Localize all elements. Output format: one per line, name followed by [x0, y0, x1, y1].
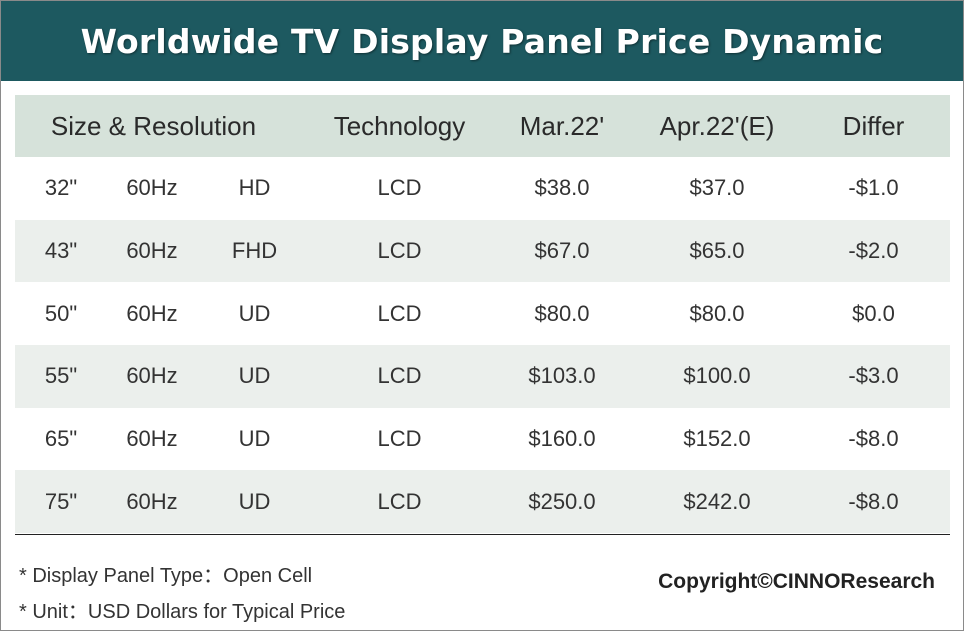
- header-apr: Apr.22'(E): [659, 110, 775, 141]
- cell-differ: -$8.0: [848, 488, 899, 514]
- cell-technology: LCD: [377, 426, 422, 452]
- cell-technology: LCD: [377, 238, 422, 264]
- cell-size: 75": [44, 488, 78, 514]
- cell-refresh-rate: 60Hz: [126, 426, 178, 452]
- cell-refresh-rate: 60Hz: [126, 175, 178, 201]
- cell-mar-price: $250.0: [528, 488, 596, 514]
- cell-size: 32": [44, 175, 78, 201]
- cell-mar-price: $80.0: [534, 300, 590, 326]
- cell-size: 43": [44, 238, 78, 264]
- cell-technology: LCD: [377, 488, 422, 514]
- header-technology: Technology: [333, 110, 466, 141]
- table-row: 65" 60Hz UD LCD $160.0 $152.0 -$8.0: [15, 408, 950, 471]
- table-header-row: Size & Resolution Technology Mar.22' Apr…: [15, 95, 950, 157]
- page-title: Worldwide TV Display Panel Price Dynamic: [80, 21, 884, 61]
- cell-resolution: UD: [238, 300, 271, 326]
- table-row: 32" 60Hz HD LCD $38.0 $37.0 -$1.0: [15, 157, 950, 220]
- cell-differ: $0.0: [852, 300, 895, 326]
- copyright-text: Copyright©CINNOResearch: [658, 570, 935, 593]
- cell-resolution: FHD: [231, 238, 278, 264]
- cell-refresh-rate: 60Hz: [126, 363, 178, 389]
- note-unit: * Unit：USD Dollars for Typical Price: [19, 601, 346, 623]
- cell-refresh-rate: 60Hz: [126, 238, 178, 264]
- table-row: 43" 60Hz FHD LCD $67.0 $65.0 -$2.0: [15, 219, 950, 283]
- note-panel-type: * Display Panel Type：Open Cell: [19, 565, 313, 587]
- cell-refresh-rate: 60Hz: [126, 300, 178, 326]
- cell-resolution: UD: [238, 426, 271, 452]
- cell-technology: LCD: [377, 300, 422, 326]
- table-row: 75" 60Hz UD LCD $250.0 $242.0 -$8.0: [15, 470, 950, 534]
- table-row: 50" 60Hz UD LCD $80.0 $80.0 $0.0: [15, 282, 950, 345]
- cell-technology: LCD: [377, 175, 422, 201]
- cell-resolution: UD: [238, 363, 271, 389]
- cell-apr-price: $100.0: [683, 363, 751, 389]
- title-bar: Worldwide TV Display Panel Price Dynamic: [1, 1, 963, 81]
- cell-resolution: UD: [238, 488, 271, 514]
- cell-apr-price: $37.0: [689, 175, 745, 201]
- table-bottom-divider: [15, 534, 950, 535]
- cell-differ: -$8.0: [848, 426, 899, 452]
- cell-resolution: HD: [238, 175, 271, 201]
- cell-mar-price: $67.0: [534, 238, 590, 264]
- cell-size: 55": [44, 363, 78, 389]
- table-row: 55" 60Hz UD LCD $103.0 $100.0 -$3.0: [15, 345, 950, 408]
- cell-differ: -$2.0: [848, 238, 899, 264]
- cell-mar-price: $160.0: [528, 426, 596, 452]
- header-mar: Mar.22': [519, 110, 605, 141]
- price-table: Size & Resolution Technology Mar.22' Apr…: [15, 95, 950, 534]
- cell-apr-price: $152.0: [683, 426, 751, 452]
- header-size-resolution: Size & Resolution: [50, 110, 257, 141]
- cell-differ: -$3.0: [848, 363, 899, 389]
- cell-differ: -$1.0: [848, 175, 899, 201]
- cell-refresh-rate: 60Hz: [126, 488, 178, 514]
- cell-mar-price: $103.0: [528, 363, 596, 389]
- cell-mar-price: $38.0: [534, 175, 590, 201]
- cell-size: 65": [44, 426, 78, 452]
- cell-apr-price: $65.0: [689, 238, 745, 264]
- cell-technology: LCD: [377, 363, 422, 389]
- cell-apr-price: $242.0: [683, 488, 751, 514]
- cell-size: 50": [44, 300, 78, 326]
- cell-apr-price: $80.0: [689, 300, 745, 326]
- header-differ: Differ: [842, 110, 905, 141]
